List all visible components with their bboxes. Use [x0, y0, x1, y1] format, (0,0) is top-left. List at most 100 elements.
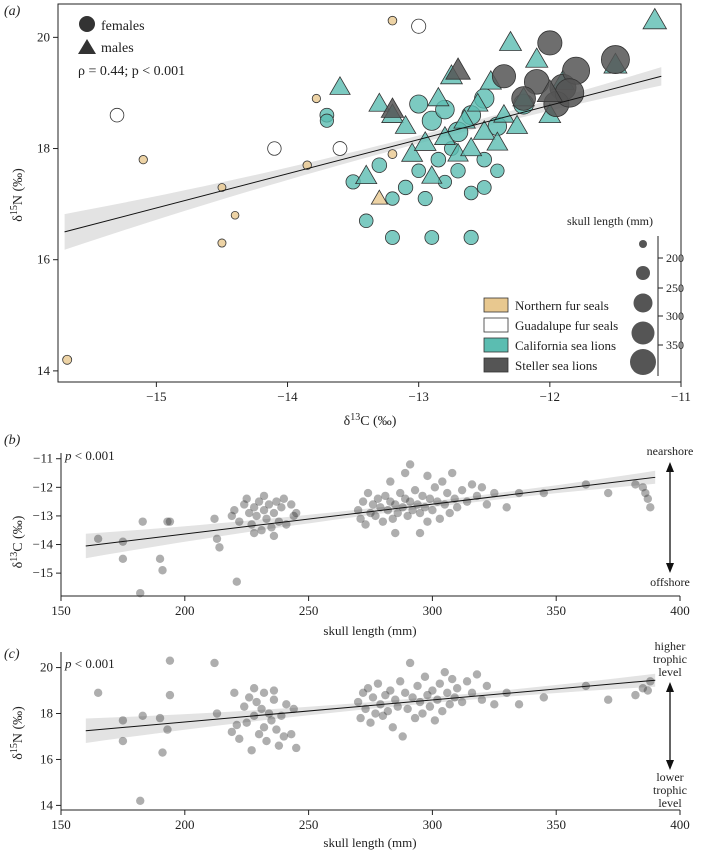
x-tick-label: 150 — [51, 603, 71, 618]
northern-fur-seals-female-point — [311, 93, 321, 104]
panel-b-point — [631, 480, 640, 489]
panel-a-x-axis: −15 −14 −13 −12 −11 — [146, 382, 691, 404]
panel-b-point — [358, 497, 368, 506]
panel-c-point — [353, 697, 363, 707]
northern-fur-seals-female-point — [217, 238, 227, 248]
panel-b-point — [423, 471, 432, 481]
northern-fur-seals-female-point — [230, 210, 240, 220]
panel-c-point — [240, 702, 249, 711]
california-sea-lions-male-point — [505, 114, 529, 134]
california-sea-lions-male-point — [498, 30, 523, 51]
panel-c-point — [502, 688, 511, 698]
panel-b-point — [272, 497, 281, 506]
panel-c-point — [423, 690, 432, 700]
panel-b-point — [430, 483, 440, 492]
panel-c-point — [440, 667, 449, 677]
size-legend-title: skull length (mm) — [567, 214, 653, 228]
panel-b-point — [435, 514, 445, 523]
panel-c-point — [373, 679, 383, 688]
panel-b-point — [155, 554, 165, 564]
california-sea-lions-female-point — [463, 185, 479, 201]
panel-b-point — [646, 503, 655, 512]
panel-c-point — [230, 688, 239, 698]
california-sea-lions-male-point — [354, 164, 378, 185]
panel-b-arrow-up-head — [666, 462, 674, 472]
panel-a-stats-annotation: ρ = 0.44; p < 0.001 — [78, 64, 185, 79]
species-legend: Northern fur seals Guadalupe fur seals C… — [483, 297, 618, 373]
panel-c-point — [425, 702, 435, 711]
panel-b-point — [415, 528, 425, 538]
panel-c-point — [457, 697, 467, 707]
x-tick-label: 300 — [423, 817, 443, 832]
panel-c-points — [93, 656, 655, 806]
panel-b-point — [467, 480, 477, 489]
california-sea-lions-male-point — [642, 7, 668, 30]
panel-b-point — [405, 497, 415, 506]
panel-c-arrow-up-head — [666, 682, 674, 692]
x-tick-label: 250 — [299, 603, 319, 618]
california-sea-lions-male-point — [329, 76, 351, 95]
panel-b-point — [232, 577, 241, 586]
panel-b-point — [227, 511, 237, 521]
panel-b-point — [252, 511, 261, 521]
panel-b-point — [249, 503, 259, 512]
panel-b-point — [448, 468, 457, 478]
panel-b-point — [405, 460, 415, 469]
panel-c-label: (c) — [4, 647, 20, 662]
guadalupe-fur-seals-female-point — [411, 18, 427, 34]
panel-b-point — [361, 520, 370, 529]
california-sea-lions-female-point — [476, 180, 492, 195]
panel-c-point — [118, 736, 128, 746]
panel-b-arrow-down-head — [666, 563, 674, 573]
panel-b-point — [254, 497, 264, 506]
panel-c-point — [490, 700, 499, 709]
panel-c-point — [371, 709, 380, 718]
panel-c-point — [247, 746, 256, 755]
panel-b-point — [514, 488, 524, 498]
females-legend-circle — [79, 16, 95, 32]
panel-c-point — [227, 727, 237, 737]
california-sea-lions-female-point — [430, 151, 447, 168]
california-sea-lions-male-point — [394, 114, 417, 134]
panel-b-point — [482, 500, 492, 509]
size-legend-label-350: 350 — [666, 338, 684, 352]
california-sea-lions-female-point — [319, 113, 334, 128]
panel-b-point — [391, 528, 400, 538]
panel-b-point — [259, 491, 269, 501]
y-tick-label: 16 — [40, 751, 54, 766]
northern-fur-seals-female-point — [387, 15, 398, 26]
guadalupe-fur-seals-female-point — [109, 107, 125, 123]
panel-b-point — [641, 488, 650, 498]
males-legend-triangle — [78, 39, 96, 54]
california-sea-lions-male-point — [459, 136, 483, 157]
offshore-label: offshore — [650, 575, 690, 589]
panel-a-confidence-band — [64, 67, 662, 250]
panel-b-point — [118, 554, 128, 564]
steller-sea-lions-female-point — [600, 45, 630, 75]
panel-b-y-axis: −15 −14 −13 −12 −11 — [33, 451, 61, 580]
panel-b-point — [433, 497, 442, 506]
size-legend-label-300: 300 — [666, 309, 684, 323]
panel-b-point — [413, 500, 422, 509]
panel-c-point — [415, 697, 425, 707]
panel-b-point — [400, 468, 410, 478]
panel-b-point — [638, 483, 648, 492]
panel-c-stats-annotation: p < 0.001 — [64, 656, 115, 671]
california-sea-lions-female-point — [450, 163, 466, 179]
y-tick-label: 20 — [37, 29, 50, 44]
panel-b-point — [391, 500, 400, 509]
legend-swatch-california-sea-lions — [483, 337, 509, 353]
panel-c-point — [410, 713, 420, 723]
x-tick-label: −14 — [277, 389, 298, 404]
x-tick-label: 250 — [299, 817, 319, 832]
panel-c-point — [388, 723, 397, 732]
panel-c-point — [477, 695, 487, 704]
panel-b-point — [383, 506, 393, 515]
panel-b-regression-line — [85, 476, 656, 547]
california-sea-lions-female-point — [417, 191, 433, 207]
panel-b-point — [240, 500, 249, 509]
panel-c-point — [467, 688, 477, 698]
y-tick-label: 14 — [40, 797, 54, 812]
